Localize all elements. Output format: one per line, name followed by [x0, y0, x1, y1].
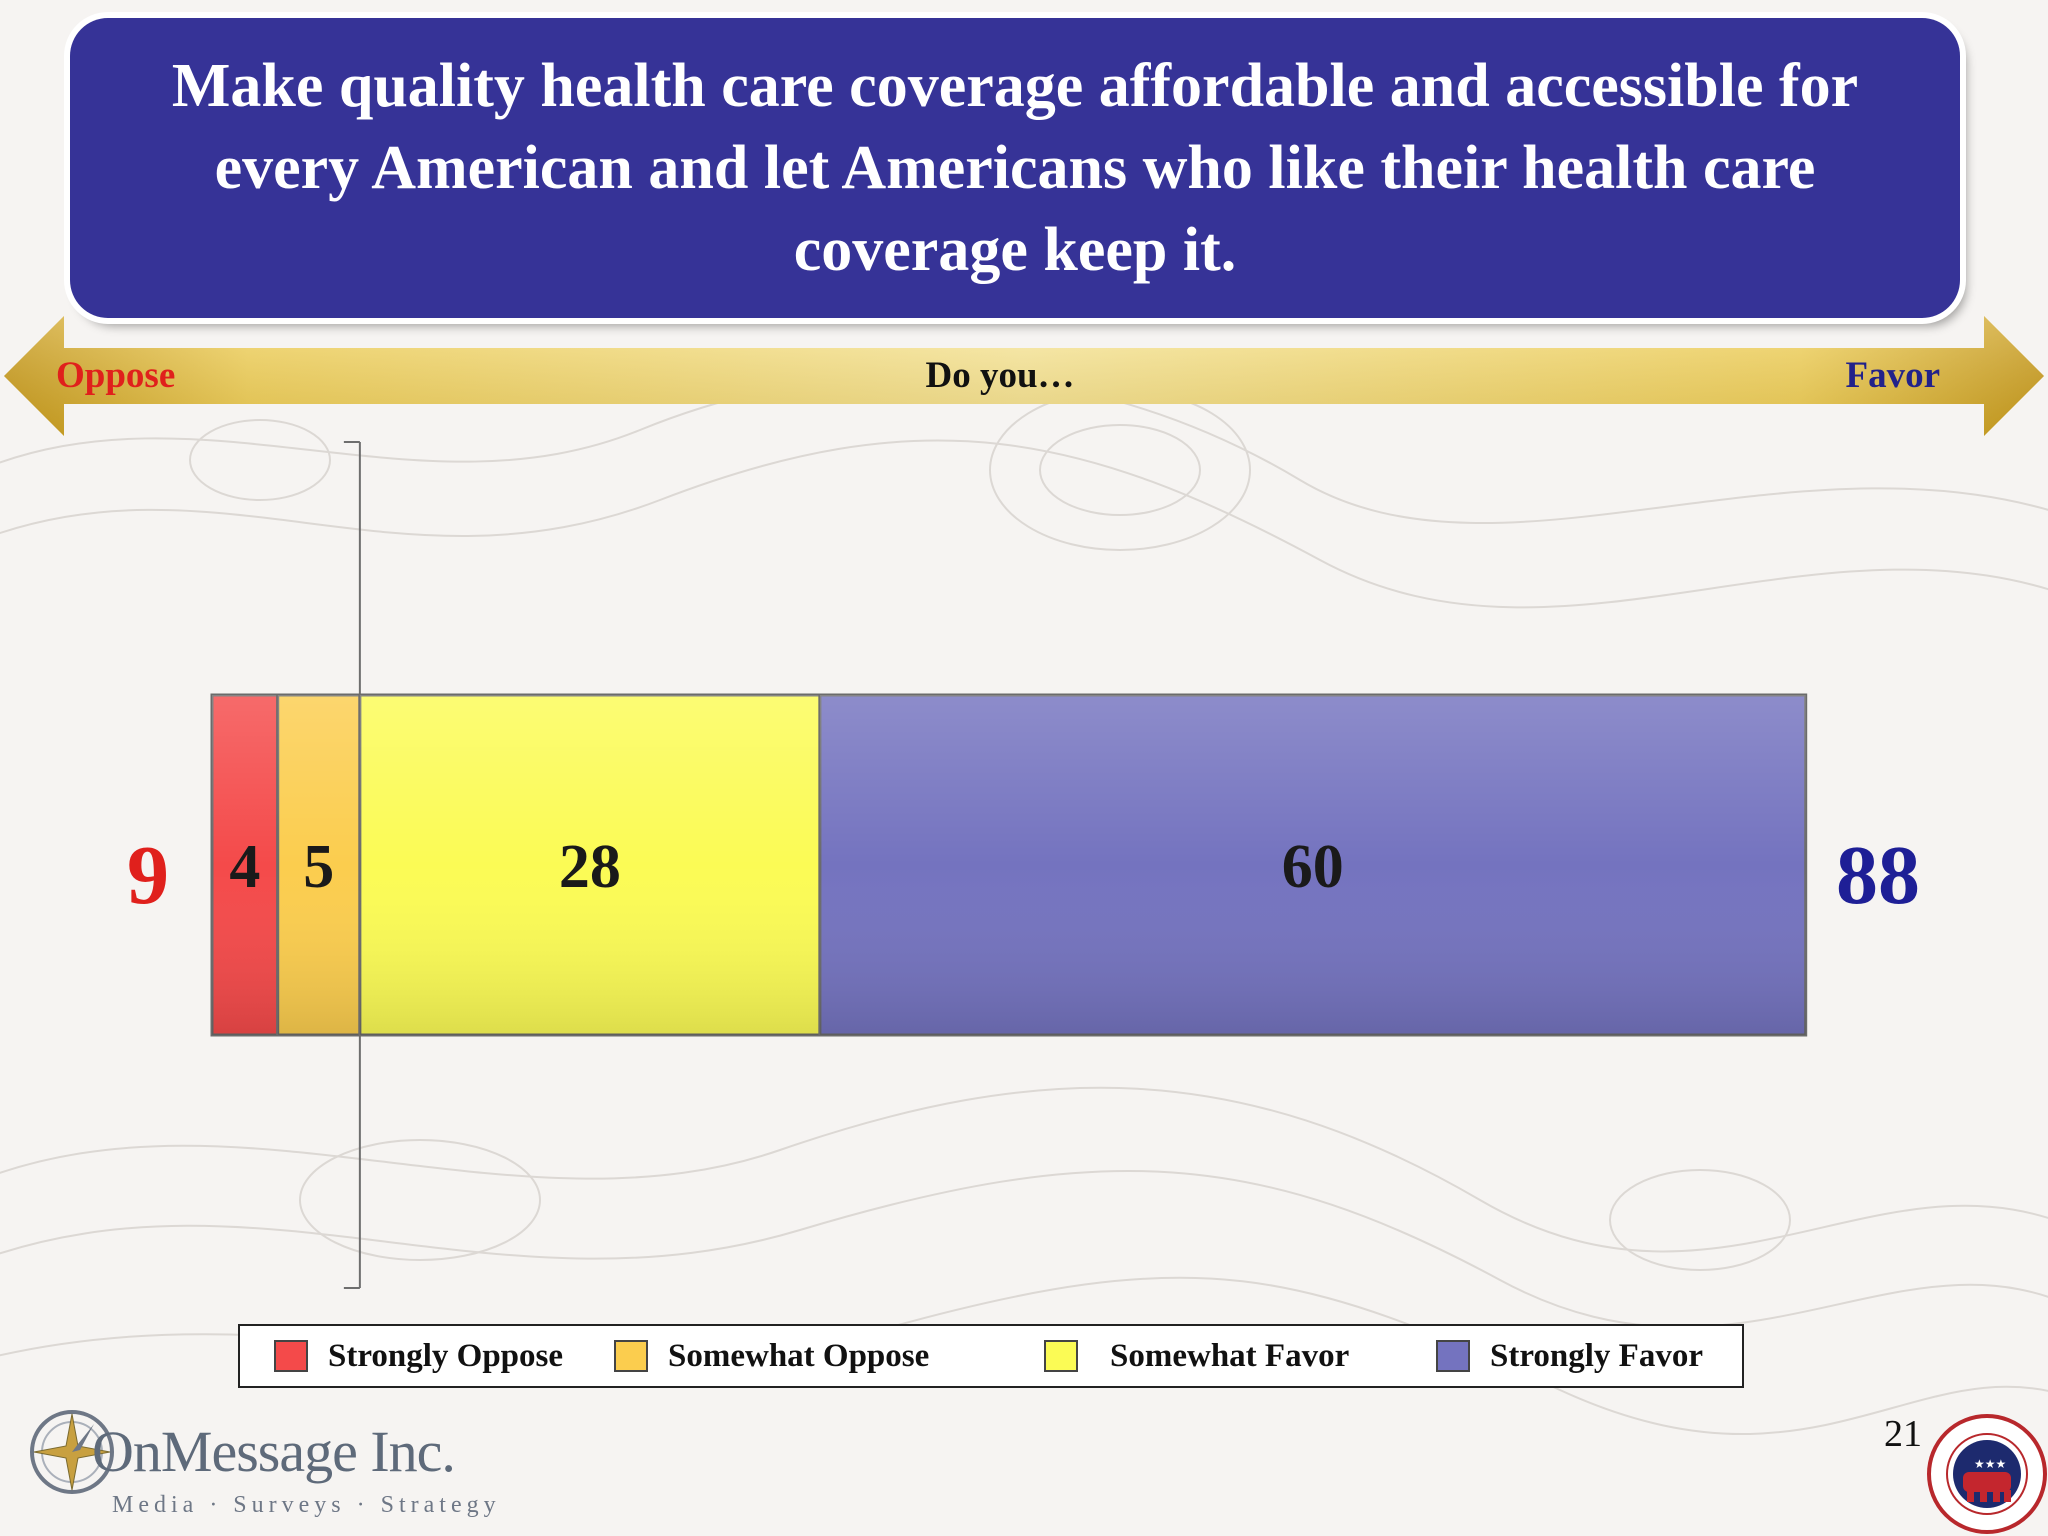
- rnc-seal-icon: ★★★: [1927, 1414, 2047, 1534]
- bar-value-label-strongly-oppose: 4: [229, 833, 260, 901]
- favor-label: Favor: [1845, 355, 1940, 396]
- legend-label: Somewhat Favor: [1110, 1337, 1350, 1374]
- bar-segments: [210, 693, 1808, 1037]
- svg-text:★★★: ★★★: [1974, 1457, 2006, 1471]
- stacked-bar-chart: 4 5 28 60 9 88: [127, 441, 1920, 1289]
- bar-segment-shade-strongly-oppose: [212, 695, 278, 1035]
- bar-segment-shade-strongly-favor: [819, 695, 1806, 1035]
- legend-swatch-somewhat-favor: [1044, 1340, 1078, 1372]
- bar-segment-shade-somewhat-favor: [359, 695, 820, 1035]
- logo-tagline: Media · Surveys · Strategy: [112, 1492, 501, 1518]
- title-banner: Make quality health care coverage afford…: [70, 18, 1960, 318]
- legend-item-strongly-oppose: Strongly Oppose: [274, 1336, 563, 1376]
- legend-swatch-strongly-favor: [1436, 1340, 1470, 1372]
- logo-name: OnMessage Inc.: [92, 1419, 456, 1484]
- bar-value-label-somewhat-oppose: 5: [303, 833, 334, 901]
- oppose-label: Oppose: [56, 355, 176, 396]
- bar-value-label-somewhat-favor: 28: [559, 833, 621, 901]
- legend-label: Somewhat Oppose: [668, 1337, 930, 1374]
- scale-arrow: [4, 316, 2044, 436]
- page-number: 21: [1884, 1413, 1922, 1455]
- onmessage-logo-icon: [30, 1410, 114, 1494]
- legend-swatch-strongly-oppose: [274, 1340, 308, 1372]
- legend-swatch-somewhat-oppose: [614, 1340, 648, 1372]
- chart-legend: Strongly Oppose Somewhat Oppose Somewhat…: [238, 1324, 1744, 1388]
- oppose-total: 9: [127, 829, 169, 922]
- bar-value-labels: 4 5 28 60: [229, 833, 1343, 901]
- slide-title: Make quality health care coverage afford…: [171, 52, 1859, 284]
- legend-item-somewhat-favor: Somewhat Favor: [1044, 1336, 1349, 1376]
- legend-item-somewhat-oppose: Somewhat Oppose: [614, 1336, 929, 1376]
- legend-item-strongly-favor: Strongly Favor: [1436, 1336, 1703, 1376]
- do-you-label: Do you…: [925, 355, 1075, 396]
- legend-label: Strongly Favor: [1490, 1337, 1703, 1374]
- bar-segment-shade-somewhat-oppose: [277, 695, 360, 1035]
- legend-label: Strongly Oppose: [328, 1337, 564, 1374]
- bar-value-label-strongly-favor: 60: [1282, 833, 1344, 901]
- favor-total: 88: [1836, 829, 1920, 922]
